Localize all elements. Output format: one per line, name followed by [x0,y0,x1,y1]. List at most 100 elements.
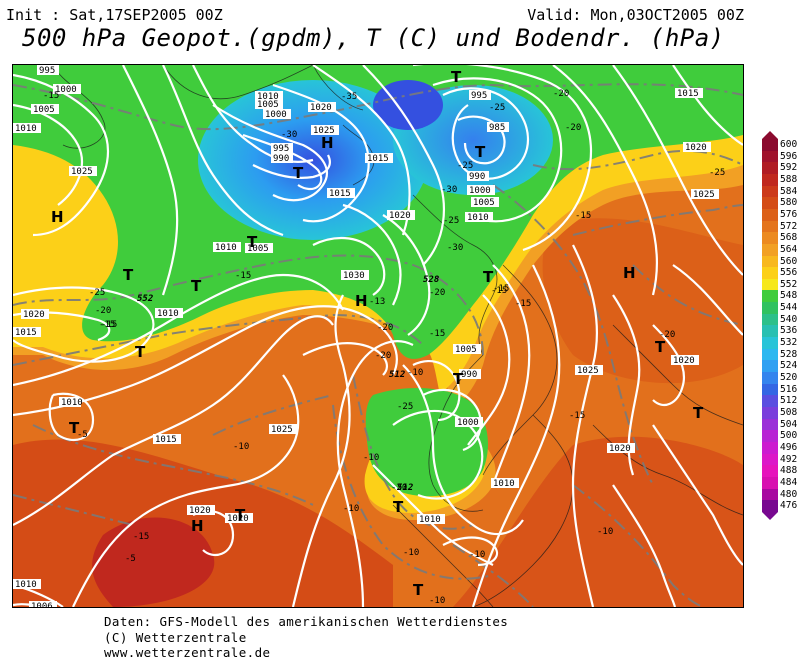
geo-label: 512 [389,370,405,380]
pressure-label: 1005 [245,243,273,254]
color-scale-label: 584 [780,185,798,197]
svg-text:-20: -20 [429,288,445,298]
geopotential-labels: 552 528 512 512 [137,275,439,493]
color-scale-label: 508 [780,406,798,418]
svg-text:1015: 1015 [155,435,177,445]
pressure-label: 1020 [21,309,49,320]
temp-label: -15 [575,211,591,221]
svg-text:990: 990 [273,154,289,164]
svg-text:-20: -20 [659,330,675,340]
svg-text:-15: -15 [493,284,509,294]
color-scale-label: 600 [780,139,798,150]
pressure-label: 1005 [31,104,59,115]
color-scale-swatch [762,488,778,501]
pressure-label: 1025 [575,365,603,376]
temp-label: -10 [469,550,485,560]
color-scale-swatch [762,220,778,233]
svg-text:-30: -30 [447,243,463,253]
color-scale-swatch [762,465,778,478]
svg-text:985: 985 [489,123,505,133]
svg-text:1010: 1010 [157,309,179,319]
temp-label: -10 [363,453,379,463]
pressure-label: 1025 [69,166,97,177]
svg-text:-10: -10 [429,596,445,606]
red-east [453,436,743,607]
temp-label: -20 [391,483,407,493]
color-scale-swatch [762,430,778,443]
color-scale-swatch [762,476,778,489]
temp-label: -15 [491,286,507,296]
svg-text:1005: 1005 [473,198,495,208]
svg-text:-10: -10 [343,504,359,514]
color-scale-label: 532 [780,337,798,349]
temp-label: -20 [565,123,581,133]
svg-text:1015: 1015 [677,89,699,99]
color-scale-swatch [762,197,778,210]
temp-label: -20 [377,323,393,333]
color-scale-swatch [762,232,778,245]
website: www.wetterzentrale.de [104,645,271,660]
pressure-label: 985 [487,122,509,133]
color-scale-label: 520 [780,372,798,383]
svg-text:-20: -20 [95,306,111,316]
pressure-label: 1010 [465,212,493,223]
svg-text:1010: 1010 [419,515,441,525]
color-scale-swatch [762,441,778,455]
color-scale-swatch [762,500,778,513]
temp-label: -10 [597,527,613,537]
low-marker: T [393,498,404,516]
color-scale-swatch [762,313,778,326]
temp-label: -10 [403,548,419,558]
svg-text:-25: -25 [397,402,413,412]
pressure-label: 1030 [341,270,369,281]
low-marker: T [451,68,462,86]
isobars [13,65,743,607]
svg-text:-10: -10 [233,442,249,452]
svg-text:1020: 1020 [310,103,332,113]
low-marker: T [123,266,134,284]
temp-label: -25 [443,216,459,226]
temp-label: -15 [43,91,59,101]
svg-text:1025: 1025 [313,126,335,136]
pressure-label: 995 [469,90,491,101]
color-scale-label: 512 [780,395,798,407]
chart-title: 500 hPa Geopot.(gpdm), T (C) und Bodendr… [22,24,725,52]
color-scale-label: 500 [780,430,798,442]
svg-text:1025: 1025 [271,425,293,435]
svg-text:-15: -15 [99,320,115,330]
high-marker: H [191,517,204,535]
low-marker: T [453,370,464,388]
pressure-label: 1025 [691,189,719,200]
pressure-label: 1025 [269,424,297,435]
low-marker: T [413,581,424,599]
svg-text:-10: -10 [403,548,419,558]
color-scale-swatch [762,418,778,431]
color-scale-swatch [762,208,778,222]
color-scale-label: 544 [780,302,798,314]
pressure-label: 1015 [153,434,181,445]
svg-text:995: 995 [39,66,55,76]
svg-text:-25: -25 [89,288,105,298]
pressure-labels: 995 1000 1005 1010 1025 1010 1005 1000 1… [13,65,719,607]
svg-text:-15: -15 [515,299,531,309]
pressure-label: 1020 [225,513,253,524]
svg-text:1015: 1015 [367,154,389,164]
color-scale-swatch [762,406,778,420]
svg-text:-20: -20 [565,123,581,133]
color-scale-label: 596 [780,150,798,162]
svg-text:1015: 1015 [15,328,37,338]
svg-text:1010: 1010 [61,398,83,408]
color-scale-swatch [762,162,778,175]
pressure-label: 1010 [213,242,241,253]
color-scale-swatch [762,372,778,385]
svg-text:1020: 1020 [23,310,45,320]
temp-label: -15 [99,320,115,330]
temp-label: -10 [343,504,359,514]
svg-text:1020: 1020 [609,444,631,454]
svg-text:-10: -10 [407,368,423,378]
color-scale-label: 572 [780,220,798,232]
svg-text:-25: -25 [709,168,725,178]
pressure-label: 1006 [29,601,57,607]
color-scale-swatch [762,255,778,268]
color-scale-label: 576 [780,208,798,220]
